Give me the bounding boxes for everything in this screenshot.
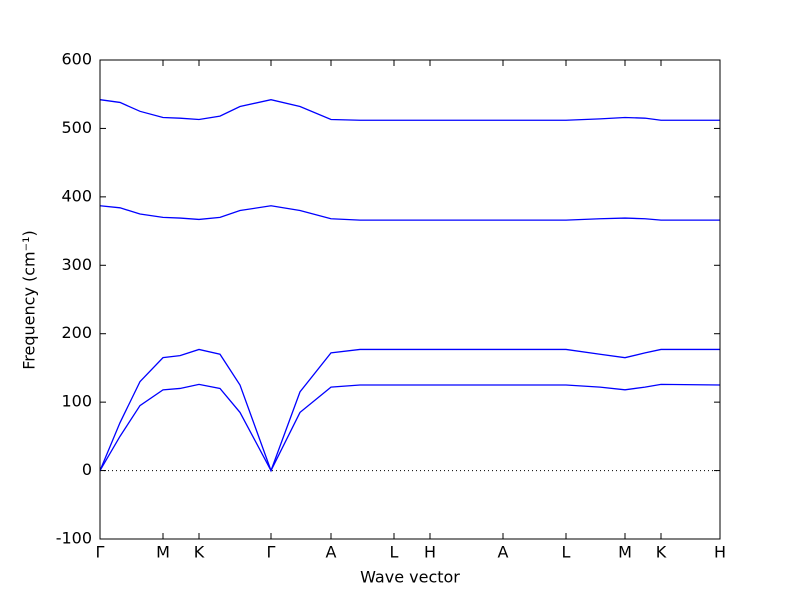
x-tick-label: H bbox=[714, 543, 726, 562]
y-tick-label: 200 bbox=[61, 323, 92, 342]
x-tick-label: K bbox=[194, 543, 205, 562]
y-tick-label: 400 bbox=[61, 186, 92, 205]
y-tick-label: 500 bbox=[61, 118, 92, 137]
x-tick-label: Γ bbox=[96, 543, 105, 562]
band-line bbox=[99, 205, 720, 221]
band-line bbox=[99, 99, 720, 121]
y-tick-label: 600 bbox=[61, 50, 92, 69]
x-tick-label: M bbox=[156, 543, 170, 562]
band-line bbox=[99, 383, 721, 472]
x-tick-label: A bbox=[498, 543, 509, 562]
x-tick-label: Γ bbox=[267, 543, 276, 562]
x-tick-label: L bbox=[562, 543, 571, 562]
x-tick-label: H bbox=[424, 543, 436, 562]
y-tick-label: 300 bbox=[61, 255, 92, 274]
y-tick-label: 100 bbox=[61, 392, 92, 411]
y-tick-label: 0 bbox=[82, 460, 92, 479]
y-axis-label: Frequency (cm⁻¹) bbox=[20, 230, 39, 369]
x-tick-label: K bbox=[656, 543, 667, 562]
band-line bbox=[99, 348, 720, 473]
x-tick-label: L bbox=[390, 543, 399, 562]
y-tick-label: -100 bbox=[56, 529, 92, 548]
x-axis-label: Wave vector bbox=[360, 568, 460, 587]
x-tick-label: M bbox=[618, 543, 632, 562]
x-tick-label: A bbox=[326, 543, 337, 562]
plot-frame bbox=[99, 59, 721, 540]
